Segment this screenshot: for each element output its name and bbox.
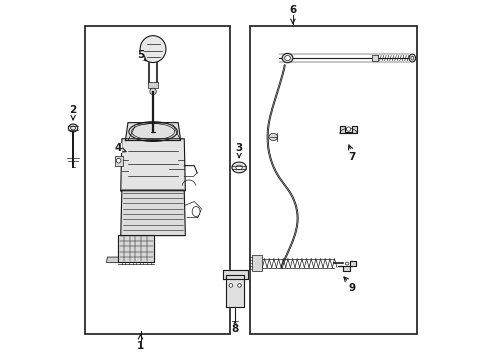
Ellipse shape — [282, 53, 292, 63]
Ellipse shape — [68, 124, 78, 132]
Ellipse shape — [237, 284, 241, 287]
Text: 3: 3 — [235, 143, 242, 153]
Ellipse shape — [284, 55, 290, 60]
Text: 9: 9 — [348, 283, 355, 293]
Text: 1: 1 — [137, 341, 144, 351]
Polygon shape — [106, 257, 118, 262]
Polygon shape — [225, 275, 244, 307]
Text: 8: 8 — [231, 324, 238, 334]
Ellipse shape — [116, 158, 121, 163]
Polygon shape — [223, 270, 247, 279]
Polygon shape — [125, 123, 180, 140]
Text: 4: 4 — [114, 143, 122, 153]
Ellipse shape — [408, 54, 415, 62]
Bar — [85, 26, 230, 334]
Bar — [251, 255, 262, 271]
Polygon shape — [339, 126, 357, 134]
Ellipse shape — [192, 207, 200, 217]
Bar — [115, 156, 122, 166]
Polygon shape — [337, 261, 355, 271]
Bar — [249, 26, 416, 334]
Ellipse shape — [410, 56, 413, 60]
Bar — [371, 55, 378, 61]
Polygon shape — [121, 190, 185, 235]
Polygon shape — [121, 139, 185, 191]
Ellipse shape — [268, 134, 277, 140]
Text: 7: 7 — [347, 152, 355, 162]
Ellipse shape — [345, 262, 348, 265]
Ellipse shape — [346, 127, 350, 131]
Bar — [148, 82, 158, 88]
Ellipse shape — [231, 162, 246, 173]
Polygon shape — [118, 234, 154, 262]
Ellipse shape — [228, 284, 232, 287]
Text: 6: 6 — [289, 5, 296, 15]
Text: 2: 2 — [69, 105, 77, 115]
Ellipse shape — [140, 36, 165, 63]
Ellipse shape — [149, 88, 156, 95]
Ellipse shape — [235, 165, 242, 170]
Text: 5: 5 — [137, 50, 144, 60]
